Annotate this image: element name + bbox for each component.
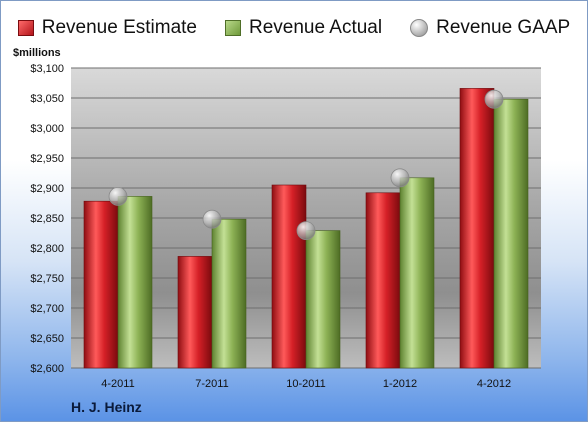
legend-label-gaap: Revenue GAAP: [436, 17, 571, 38]
actual-swatch-icon: [225, 20, 241, 36]
x-tick-label: 4-2011: [101, 378, 134, 390]
bar-actual: [493, 98, 529, 369]
bar-estimate: [177, 256, 213, 369]
marker-gaap: [296, 221, 316, 241]
bar-actual: [117, 196, 153, 369]
bar-actual: [399, 177, 435, 369]
y-tick-label: $2,900: [30, 183, 64, 195]
y-tick-label: $2,800: [30, 243, 64, 255]
y-tick-label: $2,700: [30, 303, 64, 315]
legend-item-estimate: Revenue Estimate: [17, 17, 197, 39]
y-tick-label: $3,050: [30, 93, 64, 105]
bar-actual: [305, 230, 341, 369]
y-tick-label: $2,850: [30, 213, 64, 225]
company-name: H. J. Heinz: [71, 399, 142, 415]
y-tick-label: $2,650: [30, 333, 64, 345]
y-tick-label: $2,600: [30, 363, 64, 375]
legend: Revenue Estimate Revenue Actual Revenue …: [1, 13, 587, 43]
y-tick-label: $3,100: [30, 63, 64, 75]
legend-item-gaap: Revenue GAAP: [410, 17, 570, 39]
bar-estimate: [365, 192, 401, 369]
x-tick-label: 4-2012: [477, 378, 511, 390]
estimate-swatch-icon: [17, 20, 34, 36]
units-label: $millions: [13, 47, 61, 59]
y-tick-label: $2,950: [30, 153, 64, 165]
marker-gaap: [390, 168, 410, 188]
y-tick-label: $2,750: [30, 273, 64, 285]
gaap-marker-icon: [410, 19, 429, 37]
x-tick-label: 7-2011: [195, 378, 228, 390]
marker-gaap: [484, 89, 504, 109]
marker-gaap: [108, 186, 128, 206]
bar-estimate: [459, 88, 495, 369]
x-tick-label: 1-2012: [383, 378, 417, 390]
bar-estimate: [83, 200, 119, 369]
bar-estimate: [271, 184, 307, 369]
legend-label-actual: Revenue Actual: [249, 17, 383, 38]
y-tick-label: $3,000: [30, 123, 64, 135]
x-tick-label: 10-2011: [286, 378, 326, 390]
bar-actual: [211, 218, 247, 369]
marker-gaap: [202, 209, 222, 229]
legend-label-estimate: Revenue Estimate: [41, 17, 197, 38]
legend-item-actual: Revenue Actual: [225, 17, 382, 39]
